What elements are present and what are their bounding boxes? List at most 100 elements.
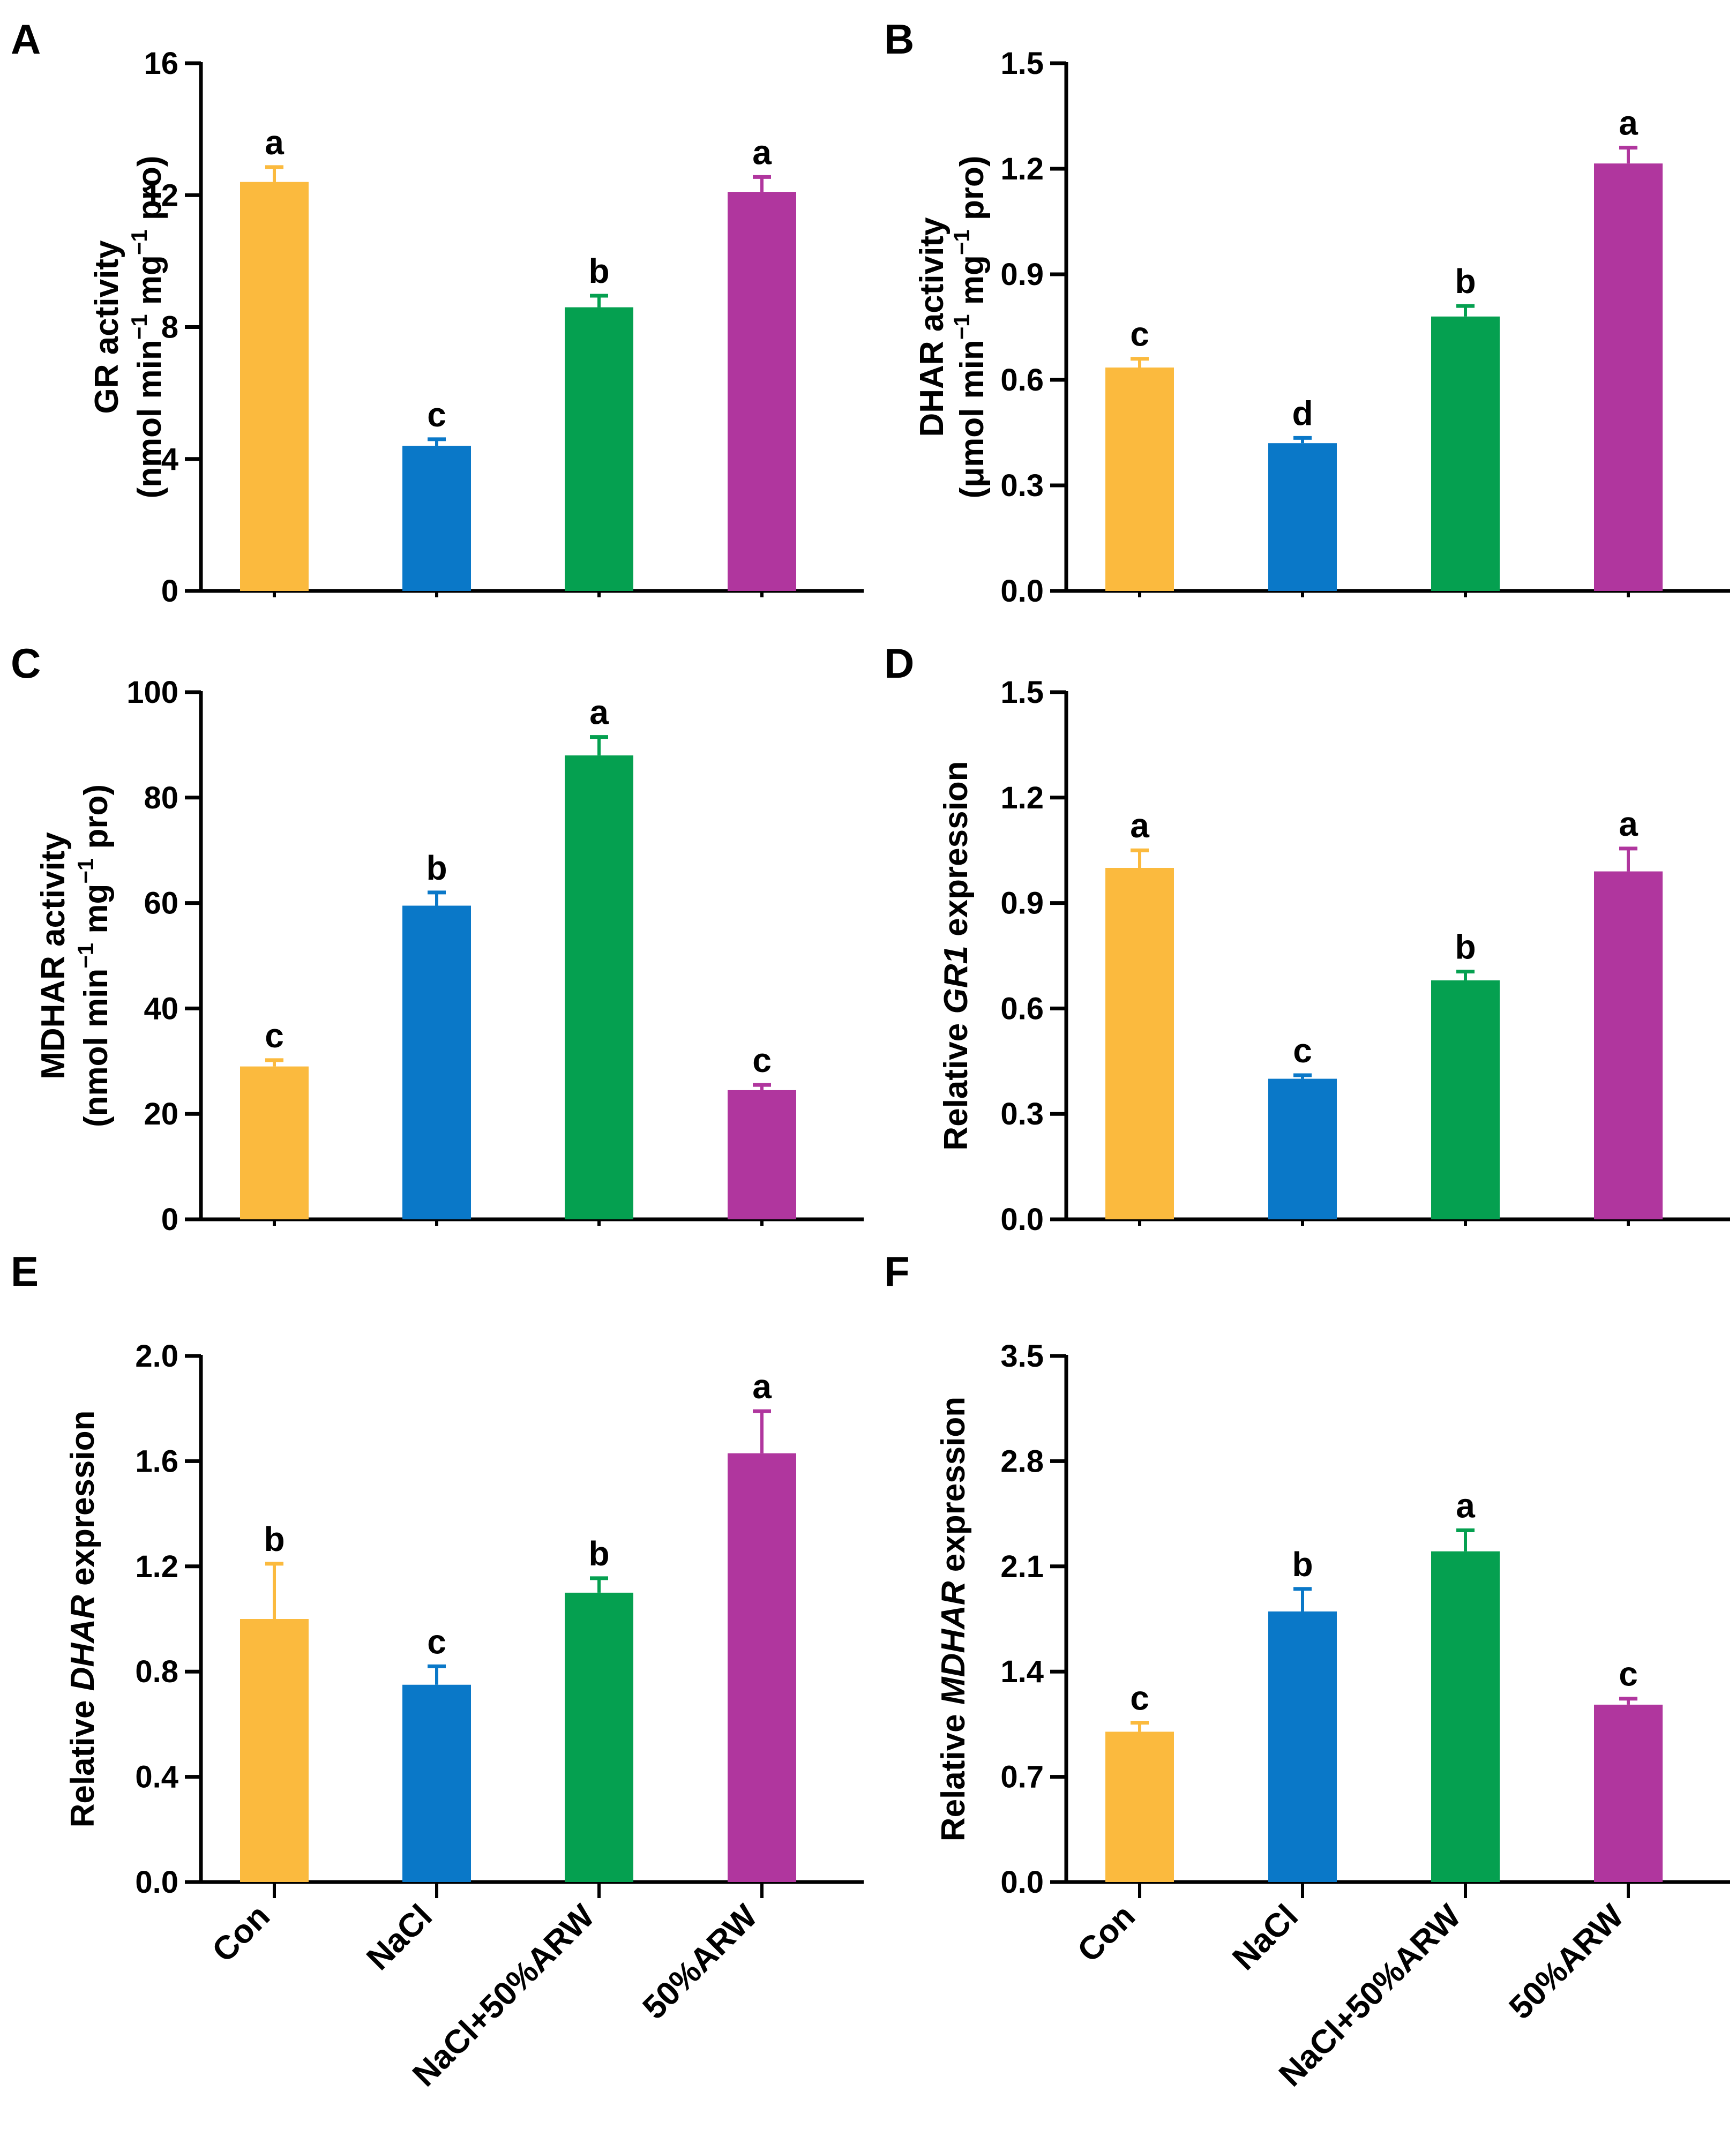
bar-nacl: [1268, 1611, 1337, 1882]
y-tick-label: 16: [144, 46, 178, 81]
y-tick-label: 1.2: [1000, 152, 1044, 186]
x-category-label: NaCl: [360, 1898, 439, 1977]
significance-letter: a: [589, 693, 609, 732]
y-axis-units: (nmol min−1 mg−1 pro): [126, 156, 168, 499]
significance-letter: b: [1455, 262, 1476, 301]
panel-c: C 0 20 40 60 80 100 MDHAR activity (nmol min−1 m…: [11, 640, 864, 1237]
bar-50-arw: [1594, 1704, 1663, 1882]
y-tick-label: 4: [161, 442, 178, 477]
significance-letter: c: [1619, 1655, 1638, 1693]
y-tick-label: 0.3: [1000, 468, 1044, 503]
significance-letter: b: [264, 1520, 285, 1558]
significance-letter: a: [1130, 806, 1149, 845]
y-axis-title: Relative GR1 expression: [938, 761, 975, 1150]
significance-letter: c: [1293, 1031, 1312, 1070]
y-tick-label: 12: [144, 178, 178, 213]
y-tick-label: 0.0: [1000, 1202, 1044, 1237]
significance-letter: c: [427, 395, 446, 434]
bar-50-arw: [728, 1090, 796, 1219]
bar-50-arw: [728, 1453, 796, 1882]
significance-letter: a: [1619, 805, 1638, 843]
panel-letter: A: [11, 16, 41, 63]
panel-letter: E: [11, 1248, 39, 1295]
y-axis-units: (μmol min−1 mg−1 pro): [949, 155, 991, 498]
bar-nacl: [1268, 1078, 1337, 1219]
y-tick-label: 100: [126, 675, 178, 710]
x-category-label: 50%ARW: [635, 1898, 765, 2027]
y-tick-label: 0: [161, 574, 178, 609]
y-tick-label: 80: [144, 781, 178, 815]
panel-e: E 0.0 0.4 0.8 1.2 1.6 2.0 Relative DHAR express…: [11, 1248, 864, 2094]
y-tick-label: 20: [144, 1097, 178, 1131]
y-axis-title: GR activity: [88, 240, 125, 414]
y-tick-label: 1.5: [1000, 675, 1044, 710]
panel-d: D 0.0 0.3 0.6 0.9 1.2 1.5 Relative GR1 expressi…: [884, 640, 1730, 1237]
y-tick-label: 0.0: [1000, 1865, 1044, 1900]
y-tick-label: 0.6: [1000, 991, 1044, 1026]
y-tick-label: 8: [161, 310, 178, 345]
panel-letter: C: [11, 640, 41, 687]
panel-a: A 0 4 8 12 16 GR activity(nmol min−1 mg−1 pro)…: [11, 16, 864, 609]
bar-con: [1105, 368, 1174, 591]
panel-letter: B: [884, 16, 914, 63]
bar-nacl: [1268, 443, 1337, 591]
y-tick-label: 1.4: [1000, 1654, 1044, 1689]
y-axis-units: (nmol min−1 mg−1 pro): [73, 784, 115, 1127]
significance-letter: c: [1130, 315, 1149, 354]
bar-nacl-50-arw: [1431, 316, 1500, 591]
significance-letter: b: [1292, 1545, 1313, 1584]
bar-con: [240, 182, 309, 591]
significance-letter: b: [426, 849, 447, 887]
bar-nacl: [402, 1684, 471, 1882]
panel-b: B 0.0 0.3 0.6 0.9 1.2 1.5 DHAR activity (μmol mi…: [884, 16, 1730, 609]
y-tick-label: 0.0: [1000, 574, 1044, 609]
y-axis-title: MDHAR activity: [35, 832, 72, 1080]
y-axis-title: Relative DHAR expression: [64, 1411, 101, 1828]
bar-con: [240, 1619, 309, 1882]
y-tick-label: 0.3: [1000, 1097, 1044, 1131]
y-tick-label: 2.0: [135, 1339, 178, 1374]
bar-nacl: [402, 446, 471, 591]
y-tick-label: 1.6: [135, 1444, 178, 1479]
significance-letter: b: [588, 252, 609, 290]
bar-nacl-50-arw: [1431, 1551, 1500, 1882]
significance-letter: c: [1130, 1679, 1149, 1718]
significance-letter: a: [1619, 104, 1638, 143]
y-tick-label: 2.1: [1000, 1549, 1044, 1584]
significance-letter: c: [265, 1016, 284, 1055]
y-tick-label: 0.4: [135, 1760, 178, 1795]
bar-nacl: [402, 905, 471, 1219]
significance-letter: a: [752, 1367, 772, 1406]
x-category-label: Con: [205, 1898, 277, 1969]
panel-f: F 0.0 0.7 1.4 2.1 2.8 3.5 Relative MDHAR expres…: [884, 1248, 1730, 2094]
significance-letter: b: [1455, 928, 1476, 966]
bar-con: [240, 1066, 309, 1219]
y-axis-title: DHAR activity: [914, 217, 951, 437]
y-tick-label: 1.2: [135, 1549, 178, 1584]
bar-50-arw: [1594, 163, 1663, 591]
bar-nacl-50-arw: [565, 755, 633, 1219]
bar-con: [1105, 868, 1174, 1219]
y-tick-label: 0.0: [135, 1865, 178, 1900]
x-category-label: 50%ARW: [1502, 1898, 1631, 2027]
y-tick-label: 0: [161, 1202, 178, 1237]
bar-50-arw: [1594, 871, 1663, 1219]
y-tick-label: 0.7: [1000, 1760, 1044, 1795]
significance-letter: b: [588, 1534, 609, 1573]
significance-letter: a: [752, 133, 772, 171]
y-tick-label: 40: [144, 991, 178, 1026]
bar-nacl-50-arw: [565, 307, 633, 591]
significance-letter: a: [265, 123, 284, 162]
panel-letter: D: [884, 640, 914, 687]
y-tick-label: 0.9: [1000, 257, 1044, 292]
significance-letter: c: [752, 1041, 772, 1080]
y-tick-label: 0.8: [135, 1654, 178, 1689]
y-tick-label: 1.2: [1000, 781, 1044, 815]
panel-letter: F: [884, 1248, 910, 1295]
x-category-label: NaCl: [1225, 1898, 1305, 1977]
y-axis-title: Relative MDHAR expression: [935, 1397, 972, 1841]
significance-letter: c: [427, 1622, 446, 1661]
y-tick-label: 0.9: [1000, 886, 1044, 921]
significance-letter: d: [1292, 394, 1313, 432]
